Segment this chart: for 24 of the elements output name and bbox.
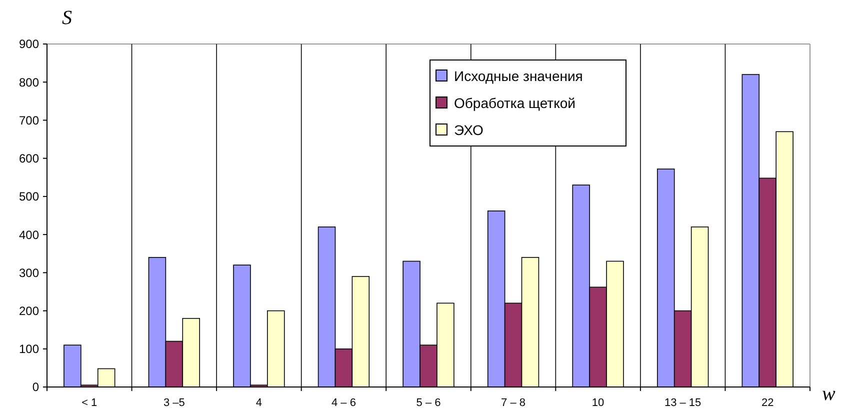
legend-label: Обработка щеткой: [454, 94, 576, 111]
y-tick-label: 500: [18, 190, 40, 204]
y-tick-label: 0: [32, 380, 40, 394]
y-tick-label: 700: [18, 113, 40, 128]
legend-label: Исходные значения: [454, 68, 583, 84]
y-tick-label: 800: [18, 75, 40, 90]
x-tick-label: 4 – 6: [331, 397, 356, 409]
x-tick-label: 10: [592, 397, 604, 409]
legend-label: ЭХО: [454, 122, 484, 138]
x-tick-label: 5 – 6: [416, 397, 441, 409]
x-tick-label: 22: [761, 397, 774, 409]
x-axis-title: w: [822, 383, 836, 405]
x-tick-label: 13 – 15: [664, 397, 702, 409]
x-tick-label: 7 – 8: [501, 397, 526, 409]
y-tick-label: 600: [18, 152, 40, 166]
y-axis-title: S: [62, 7, 72, 29]
x-tick-label: 4: [256, 397, 262, 409]
y-tick-label: 100: [18, 342, 40, 356]
x-tick-label: 3 –5: [163, 397, 185, 409]
y-tick-label: 200: [18, 304, 40, 318]
x-tick-label: < 1: [82, 397, 98, 409]
y-tick-label: 300: [18, 266, 40, 280]
y-tick-label: 900: [18, 37, 40, 52]
y-tick-label: 400: [18, 228, 40, 242]
